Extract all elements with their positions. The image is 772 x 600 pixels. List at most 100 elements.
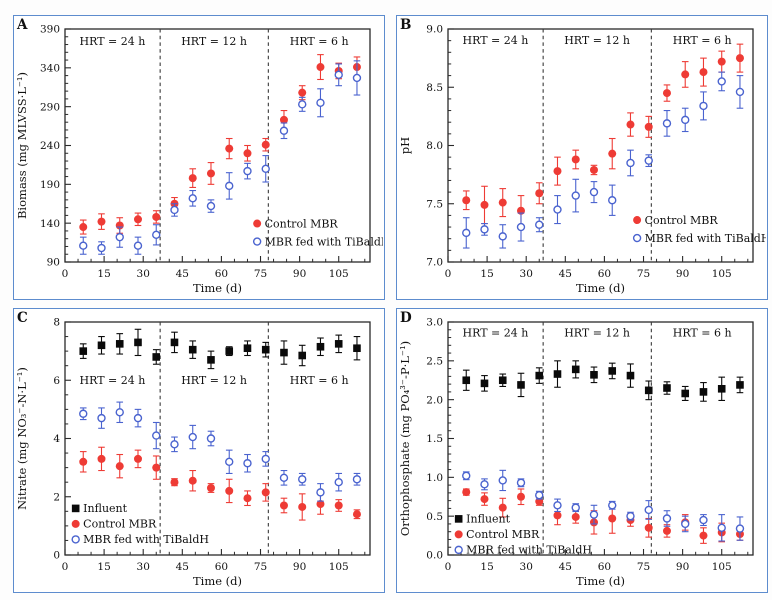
data-point — [188, 432, 197, 442]
x-tick-label: 60 — [215, 561, 228, 573]
data-point — [261, 140, 270, 149]
x-axis-title: Time (d) — [193, 574, 242, 588]
data-point — [535, 371, 544, 380]
data-point — [571, 365, 580, 374]
data-point — [188, 174, 197, 183]
hrt-annotation: HRT = 6 h — [290, 35, 349, 48]
y-tick-label: 9.0 — [426, 24, 443, 36]
data-point — [97, 454, 106, 463]
data-point — [717, 77, 726, 86]
data-point — [498, 198, 507, 207]
data-point — [571, 512, 580, 521]
y-tick-label: 290 — [40, 101, 60, 113]
legend-label: MBR fed with TiBaldH — [265, 235, 383, 248]
series-mbr-fed-with-tibaldh — [79, 401, 362, 502]
y-tick-label: 7.0 — [426, 257, 443, 269]
data-point — [352, 475, 362, 484]
x-tick-label: 0 — [62, 268, 69, 280]
data-point — [279, 501, 288, 510]
x-axis: 0 15 30 45 60 75 90 105 Time (d) — [62, 256, 366, 295]
data-point — [553, 370, 562, 378]
data-point — [152, 230, 161, 240]
data-point — [626, 511, 635, 521]
data-point — [152, 431, 161, 440]
panel-letter: C — [17, 310, 28, 326]
data-point — [261, 454, 270, 464]
y-tick-label: 390 — [40, 24, 60, 36]
data-point — [97, 217, 106, 226]
data-point — [590, 371, 598, 379]
data-point — [626, 120, 635, 129]
data-point — [644, 122, 653, 131]
y-axis-title: Biomass (mg MLVSS·L⁻¹) — [15, 72, 29, 219]
data-point — [279, 115, 288, 124]
x-tick-label: 90 — [293, 561, 306, 573]
plot-frame — [447, 28, 754, 263]
x-tick-label: 45 — [176, 268, 189, 280]
legend: Control MBR MBR fed with TiBaldH — [632, 214, 766, 245]
legend-marker — [633, 216, 642, 225]
data-point — [316, 98, 325, 107]
data-point — [316, 500, 325, 509]
data-point — [243, 459, 252, 468]
panel-letter: A — [16, 17, 28, 33]
series-mbr-fed-with-tibaldh — [462, 71, 745, 249]
y-tick-label: 8.5 — [426, 82, 443, 94]
legend-marker — [454, 545, 463, 555]
x-tick-label: 15 — [97, 268, 110, 280]
data-point — [152, 353, 161, 361]
data-point — [316, 63, 325, 72]
data-point — [735, 524, 745, 533]
data-point — [79, 409, 88, 418]
y-axis: 0 2 4 6 8 Nitrate (mg NO₃⁻-N·L⁻¹) — [15, 317, 71, 562]
data-point — [608, 501, 617, 510]
legend-marker — [71, 535, 80, 544]
data-point — [243, 344, 252, 353]
data-point — [517, 381, 525, 389]
hrt-annotation: HRT = 6 h — [290, 374, 349, 387]
data-point — [206, 201, 216, 211]
y-tick-label: 1.0 — [426, 472, 443, 484]
x-tick-label: 45 — [559, 268, 572, 280]
x-tick-label: 90 — [676, 561, 689, 573]
y-tick-label: 340 — [40, 62, 60, 74]
data-point — [279, 126, 289, 135]
data-point — [462, 196, 471, 205]
data-point — [207, 356, 215, 364]
data-point — [170, 205, 179, 215]
x-tick-label: 105 — [329, 268, 349, 280]
data-point — [97, 243, 106, 253]
chart-panel-c: 0 15 30 45 60 75 90 105 Time (d) 0 2 4 6 8 Nitrate (mg… — [13, 308, 385, 593]
x-tick-label: 45 — [559, 561, 572, 573]
x-tick-label: 30 — [520, 561, 533, 573]
data-point — [699, 101, 708, 111]
hrt-annotation: HRT = 24 h — [80, 35, 146, 48]
y-tick-label: 2 — [53, 491, 60, 503]
data-point — [626, 371, 635, 380]
data-point — [353, 344, 361, 353]
legend-marker — [454, 515, 463, 523]
chart-canvas-d: 0 15 30 45 60 75 90 105 Time (d) 0.0 0.5 1.0 1.5 2.0 2… — [398, 310, 754, 588]
legend-label: MBR fed with TiBaldH — [83, 533, 209, 546]
x-tick-label: 0 — [445, 268, 452, 280]
series-control-mbr — [79, 54, 361, 235]
x-tick-label: 75 — [254, 561, 267, 573]
series-control-mbr — [462, 43, 744, 227]
data-point — [662, 119, 672, 128]
series-mbr-fed-with-tibaldh — [79, 60, 362, 255]
data-point — [133, 454, 142, 463]
data-point — [462, 488, 471, 497]
data-point — [133, 241, 143, 250]
data-point — [134, 338, 142, 347]
data-point — [298, 100, 307, 109]
data-point — [553, 167, 562, 176]
chart-canvas-b: 0 15 30 45 60 75 90 105 Time (d) 7.0 7.5 8.0 8.5 9.0 p… — [398, 17, 766, 295]
hrt-annotation: HRT = 24 h — [80, 374, 146, 387]
data-point — [334, 70, 343, 80]
data-point — [170, 338, 179, 347]
data-point — [188, 476, 197, 485]
legend-label: MBR fed with TiBaldH — [466, 544, 592, 557]
data-point — [553, 511, 562, 520]
data-point — [644, 523, 653, 532]
